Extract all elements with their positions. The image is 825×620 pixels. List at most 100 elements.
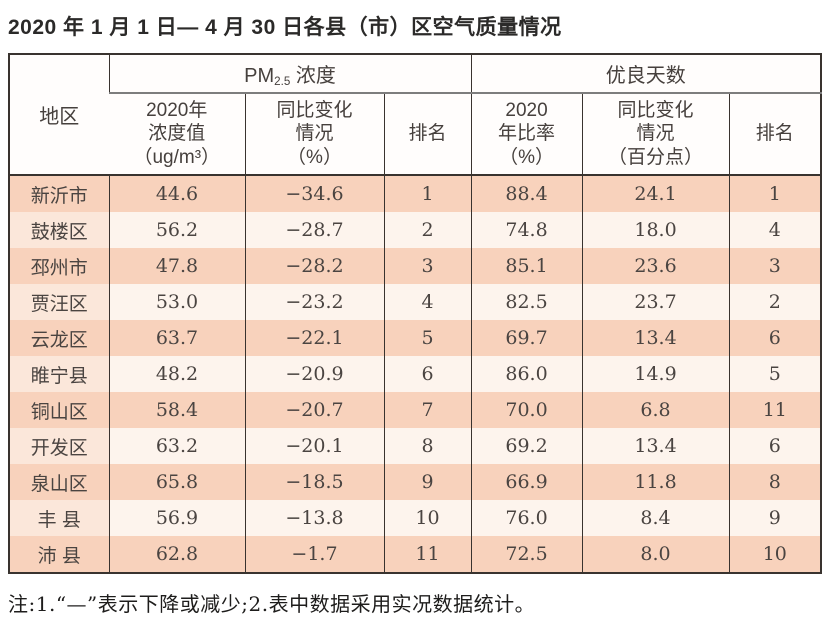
- cell-region: 邳州市: [9, 248, 109, 284]
- cell-good-ratio: 76.0: [470, 500, 583, 536]
- cell-region: 新沂市: [9, 175, 109, 212]
- column-header-good-rank: 排名: [728, 93, 822, 175]
- table-row: 贾汪区 53.0 −23.2 4 82.5 23.7 2: [9, 284, 822, 320]
- cell-good-change: 14.9: [581, 356, 730, 392]
- cell-pm-rank: 9: [383, 464, 472, 500]
- cell-pm-rank: 8: [383, 428, 472, 464]
- cell-region: 睢宁县: [9, 356, 109, 392]
- column-header-region: 地区: [39, 106, 80, 128]
- pm-label-subscript: 2.5: [274, 75, 291, 89]
- cell-good-change: 13.4: [581, 320, 730, 356]
- cell-good-ratio: 72.5: [470, 536, 583, 573]
- cell-pm-change: −13.8: [244, 500, 384, 536]
- cell-region: 沛 县: [9, 536, 109, 573]
- table-row: 睢宁县 48.2 −20.9 6 86.0 14.9 5: [9, 356, 822, 392]
- sub-header-row: 2020年 浓度值 （ug/m³） 同比变化 情况 （%） 排名 2020 年比…: [9, 93, 822, 175]
- cell-good-ratio: 66.9: [470, 464, 583, 500]
- pm-label-prefix: PM: [244, 64, 275, 87]
- cell-good-change: 11.8: [581, 464, 730, 500]
- cell-good-rank: 10: [728, 536, 822, 573]
- column-header-pm-change: 同比变化 情况 （%）: [244, 93, 384, 175]
- cell-region: 丰 县: [9, 500, 109, 536]
- cell-good-rank: 6: [728, 320, 822, 356]
- table-header: 地区 PM2.5 浓度 优良天数 2020年 浓度值 （ug/m³） 同比变化 …: [9, 54, 822, 175]
- cell-good-change: 18.0: [581, 212, 730, 248]
- table-row: 丰 县 56.9 −13.8 10 76.0 8.4 9: [9, 500, 822, 536]
- cell-good-change: 13.4: [581, 428, 730, 464]
- table-row: 新沂市 44.6 −34.6 1 88.4 24.1 1: [9, 175, 822, 212]
- cell-good-rank: 9: [728, 500, 822, 536]
- cell-pm-value: 56.2: [108, 212, 245, 248]
- cell-pm-rank: 7: [383, 392, 472, 428]
- cell-pm-value: 65.8: [108, 464, 245, 500]
- cell-pm-rank: 3: [383, 248, 472, 284]
- table-row: 沛 县 62.8 −1.7 11 72.5 8.0 10: [9, 536, 822, 573]
- cell-pm-change: −1.7: [244, 536, 384, 573]
- table-row: 开发区 63.2 −20.1 8 69.2 13.4 6: [9, 428, 822, 464]
- column-header-good-change: 同比变化 情况 （百分点）: [581, 93, 730, 175]
- group-header-good-days: 优良天数: [470, 54, 822, 94]
- cell-good-change: 24.1: [581, 175, 730, 212]
- cell-pm-rank: 11: [383, 536, 472, 573]
- cell-good-rank: 1: [728, 175, 822, 212]
- cell-pm-value: 63.2: [108, 428, 245, 464]
- cell-good-rank: 3: [728, 248, 822, 284]
- cell-good-ratio: 69.7: [470, 320, 583, 356]
- cell-good-ratio: 86.0: [470, 356, 583, 392]
- table-row: 鼓楼区 56.2 −28.7 2 74.8 18.0 4: [9, 212, 822, 248]
- cell-pm-change: −20.9: [244, 356, 384, 392]
- pm-label-suffix: 浓度: [290, 64, 336, 87]
- column-header-pm-rank: 排名: [383, 93, 472, 175]
- cell-pm-value: 47.8: [108, 248, 245, 284]
- column-header-pm-value: 2020年 浓度值 （ug/m³）: [133, 100, 221, 168]
- table-row: 云龙区 63.7 −22.1 5 69.7 13.4 6: [9, 320, 822, 356]
- cell-good-ratio: 69.2: [470, 428, 583, 464]
- cell-region: 铜山区: [9, 392, 109, 428]
- cell-pm-rank: 4: [383, 284, 472, 320]
- cell-good-rank: 5: [728, 356, 822, 392]
- cell-good-rank: 8: [728, 464, 822, 500]
- cell-pm-change: −34.6: [244, 175, 384, 212]
- cell-pm-value: 63.7: [108, 320, 245, 356]
- group-header-pm25: PM2.5 浓度: [108, 54, 472, 94]
- air-quality-table: 地区 PM2.5 浓度 优良天数 2020年 浓度值 （ug/m³） 同比变化 …: [8, 53, 823, 574]
- column-header-good-ratio: 2020 年比率 （%）: [470, 93, 583, 175]
- cell-region: 泉山区: [9, 464, 109, 500]
- cell-good-change: 8.0: [581, 536, 730, 573]
- cell-pm-value: 56.9: [108, 500, 245, 536]
- table-body: 新沂市 44.6 −34.6 1 88.4 24.1 1 鼓楼区 56.2 −2…: [9, 175, 822, 573]
- page-title: 2020 年 1 月 1 日— 4 月 30 日各县（市）区空气质量情况: [8, 16, 562, 39]
- cell-good-ratio: 82.5: [470, 284, 583, 320]
- cell-pm-rank: 2: [383, 212, 472, 248]
- cell-pm-value: 53.0: [108, 284, 245, 320]
- cell-pm-change: −23.2: [244, 284, 384, 320]
- cell-good-rank: 11: [728, 392, 822, 428]
- cell-pm-rank: 10: [383, 500, 472, 536]
- cell-pm-value: 58.4: [108, 392, 245, 428]
- cell-good-rank: 6: [728, 428, 822, 464]
- cell-good-ratio: 88.4: [470, 175, 583, 212]
- cell-pm-change: −18.5: [244, 464, 384, 500]
- cell-good-ratio: 85.1: [470, 248, 583, 284]
- cell-pm-value: 62.8: [108, 536, 245, 573]
- cell-good-change: 23.7: [581, 284, 730, 320]
- cell-good-rank: 4: [728, 212, 822, 248]
- cell-pm-change: −28.7: [244, 212, 384, 248]
- cell-region: 贾汪区: [9, 284, 109, 320]
- cell-pm-rank: 5: [383, 320, 472, 356]
- cell-pm-value: 48.2: [108, 356, 245, 392]
- cell-pm-change: −20.1: [244, 428, 384, 464]
- cell-pm-change: −20.7: [244, 392, 384, 428]
- cell-good-rank: 2: [728, 284, 822, 320]
- group-header-row: 地区 PM2.5 浓度 优良天数: [9, 54, 822, 128]
- table-row: 铜山区 58.4 −20.7 7 70.0 6.8 11: [9, 392, 822, 428]
- cell-good-change: 6.8: [581, 392, 730, 428]
- cell-pm-value: 44.6: [108, 175, 245, 212]
- cell-good-ratio: 74.8: [470, 212, 583, 248]
- cell-good-change: 23.6: [581, 248, 730, 284]
- cell-pm-change: −28.2: [244, 248, 384, 284]
- cell-pm-change: −22.1: [244, 320, 384, 356]
- cell-pm-rank: 6: [383, 356, 472, 392]
- cell-region: 鼓楼区: [9, 212, 109, 248]
- cell-good-change: 8.4: [581, 500, 730, 536]
